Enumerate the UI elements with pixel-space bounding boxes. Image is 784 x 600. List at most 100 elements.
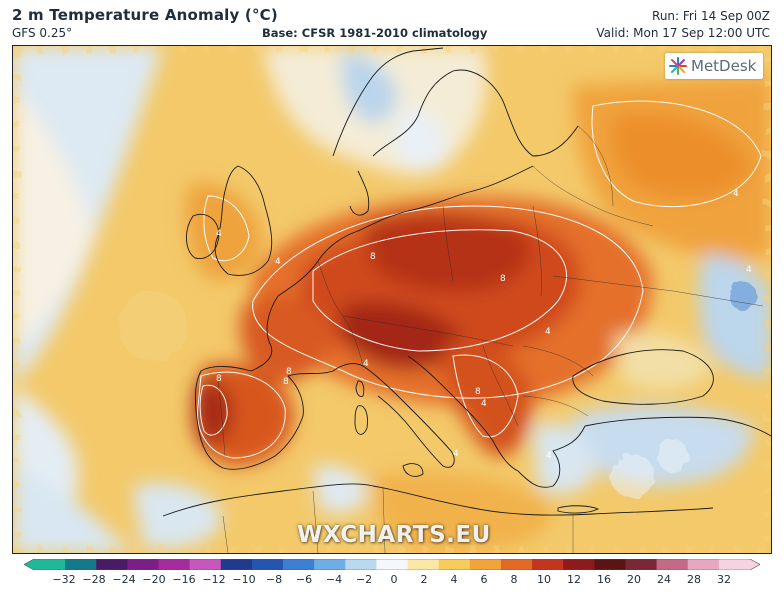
coast-france-med	[287, 363, 364, 377]
legend-swatch	[220, 559, 253, 570]
legend-swatch	[625, 559, 658, 570]
legend-tick-label: −16	[172, 573, 196, 586]
contour-label: 4	[363, 359, 369, 369]
legend-swatch	[376, 559, 409, 570]
legend-tick-label: −28	[82, 573, 106, 586]
coast-adriatic-east	[407, 355, 519, 472]
header-left: 2 m Temperature Anomaly (°C) GFS 0.25°	[12, 6, 278, 40]
contour-label: 4	[746, 265, 752, 275]
legend-tick-label: 20	[627, 573, 641, 586]
contour-8-portugal	[199, 384, 228, 436]
coast-norway	[332, 47, 444, 157]
coast-great-britain	[214, 165, 273, 276]
legend-tick-label: −24	[112, 573, 136, 586]
north-africa-cool	[133, 482, 223, 549]
germany-hot-core	[363, 213, 530, 292]
atlantic-neutral-band	[13, 86, 93, 346]
contour-4-iberia	[197, 371, 286, 459]
legend-tick-label: 6	[480, 573, 488, 586]
legend-swatch	[656, 559, 689, 570]
legend-swatch	[500, 559, 533, 570]
contour-4-russia	[591, 100, 762, 208]
contour-label: 8	[286, 367, 292, 377]
coast-iberia	[194, 366, 304, 470]
legend-swatch	[438, 559, 471, 570]
valid-label: Valid: Mon 17 Sep 12:00 UTC	[596, 26, 770, 40]
france-warm	[239, 295, 333, 382]
contour-8-central	[312, 229, 568, 352]
legend-swatch	[127, 559, 160, 570]
black-sea-neutral	[613, 332, 713, 390]
contour-labels: 4 4 4 4 8 8 8 8 8 8 4 4 4 4 4	[216, 189, 752, 461]
model-label: GFS 0.25°	[12, 26, 73, 40]
contour-label: 4	[216, 229, 222, 239]
legend-swatch	[314, 559, 346, 570]
legend-swatch	[283, 559, 315, 570]
legend-tick-label: −32	[52, 573, 76, 586]
legend-tick-label: −4	[325, 573, 343, 586]
border-bulgaria	[522, 395, 589, 417]
border-russia-north	[577, 125, 614, 207]
coastlines	[162, 47, 771, 517]
border-ukraine	[552, 275, 764, 307]
coast-black-sea	[572, 349, 714, 405]
libya-warm	[372, 472, 553, 553]
legend-swatch	[407, 559, 440, 570]
sweden-neutral	[393, 106, 446, 172]
border-north-africa	[222, 487, 574, 553]
legend-tick-label: 32	[717, 573, 731, 586]
metdesk-logo-text: MetDesk	[691, 57, 757, 75]
contour-label: 4	[481, 399, 487, 409]
legend-tick-label: −8	[265, 573, 283, 586]
tunisia-cool	[313, 465, 368, 514]
field-texture	[13, 46, 771, 553]
legend-swatch	[251, 559, 284, 570]
metdesk-logo: MetDesk	[665, 53, 763, 79]
legend-tick-label: 28	[687, 573, 701, 586]
contour-label: 4	[733, 189, 739, 199]
contour-label: 8	[216, 374, 222, 384]
coast-turkey	[584, 416, 771, 437]
legend-tick-label: 2	[420, 573, 428, 586]
metdesk-logo-icon	[669, 57, 687, 75]
russia-deep-orange	[611, 113, 753, 200]
contour-4-uk	[203, 195, 250, 262]
legend-swatch	[96, 559, 128, 570]
contour-label: 4	[275, 257, 281, 267]
coast-sweden	[372, 69, 504, 157]
balkans-warm	[443, 343, 533, 457]
border-germany-poland	[442, 205, 454, 282]
climatology-base-label: Base: CFSR 1981-2010 climatology	[262, 26, 488, 40]
chart-title: 2 m Temperature Anomaly (°C)	[12, 6, 278, 24]
border-balkans	[482, 345, 519, 427]
alps-hot-core	[339, 302, 463, 369]
coast-mainland-north	[277, 165, 534, 297]
legend-tick-label: 24	[657, 573, 671, 586]
wxcharts-watermark: WXCHARTS.EU	[297, 522, 491, 548]
run-label: Run: Fri 14 Sep 00Z	[652, 9, 770, 23]
legend-tick-label: 0	[390, 573, 398, 586]
legend-swatch	[594, 559, 627, 570]
legend-tick-label: −12	[202, 573, 226, 586]
contour-label: 4	[546, 451, 552, 461]
coast-corsica	[355, 380, 365, 397]
east-europe-cool	[699, 255, 771, 377]
temperature-anomaly-map[interactable]: 4 4 4 4 8 8 8 8 8 8 4 4 4 4 4	[12, 45, 772, 554]
legend-swatch	[718, 559, 751, 570]
coast-sicily	[402, 463, 424, 477]
coast-greece	[517, 425, 586, 488]
legend-tick-label: 12	[567, 573, 581, 586]
legend-tick-label: 10	[537, 573, 551, 586]
border-baltic	[532, 165, 654, 227]
legend-arrow-left	[24, 559, 34, 570]
legend-swatch	[345, 559, 378, 570]
contour-label: 8	[370, 252, 376, 262]
greece-cool	[533, 423, 598, 495]
border-spain-portugal	[217, 380, 226, 457]
contour-label: 4	[453, 449, 459, 459]
legend-swatch	[532, 559, 564, 570]
legend-tick-label: 4	[450, 573, 458, 586]
legend-swatch	[34, 559, 66, 570]
border-alps	[342, 315, 514, 347]
legend-swatch	[158, 559, 191, 570]
